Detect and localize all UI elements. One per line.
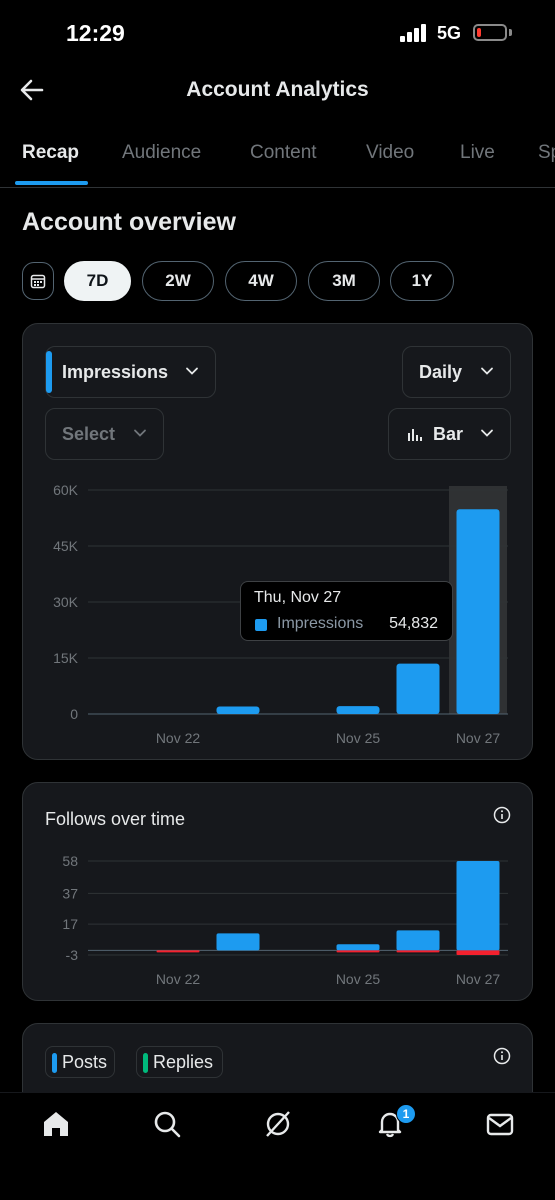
bottom-navigation: 1 (0, 1092, 555, 1200)
y-tick-label: 45K (53, 538, 79, 554)
active-tab-indicator (15, 181, 88, 185)
metric-color-indicator (46, 351, 52, 393)
compare-dropdown-label: Select (62, 423, 116, 444)
follows-bar (396, 930, 440, 951)
search-icon[interactable] (152, 1109, 182, 1139)
metric-dropdown[interactable]: Impressions (45, 346, 216, 398)
tooltip-swatch (255, 619, 267, 631)
tooltip-metric: Impressions (277, 615, 364, 632)
unfollows-bar (456, 950, 500, 955)
legend-replies-label: Replies (153, 1051, 214, 1072)
x-tick-label: Nov 22 (156, 730, 201, 746)
tab-content[interactable]: Content (250, 142, 317, 163)
x-tick-label: Nov 27 (456, 971, 501, 987)
impressions-bar (336, 706, 380, 714)
info-icon[interactable] (492, 1046, 512, 1066)
tab-live[interactable]: Live (460, 142, 495, 163)
unfollows-bar (336, 950, 380, 953)
chevron-down-icon (186, 367, 198, 375)
interval-dropdown-label: Daily (419, 361, 463, 382)
chevron-down-icon (134, 429, 146, 437)
legend-replies[interactable]: Replies (136, 1046, 223, 1078)
follows-bar (336, 944, 380, 951)
page-title: Account Analytics (186, 78, 369, 101)
y-tick-label: 60K (53, 482, 79, 498)
legend-posts-label: Posts (62, 1051, 108, 1072)
status-bar: 12:29 5G (0, 0, 555, 60)
legend-posts-color (52, 1053, 57, 1073)
follows-card-title: Follows over time (45, 809, 186, 829)
x-tick-label: Nov 25 (336, 971, 381, 987)
unfollows-bar (156, 950, 200, 953)
section-title: Account overview (22, 208, 236, 236)
metric-dropdown-label: Impressions (62, 361, 169, 382)
calendar-button[interactable] (22, 262, 54, 300)
follows-chart: 58 37 17 -3 Nov 22 Nov 25 Nov 27 (62, 853, 508, 987)
header: Account Analytics (0, 60, 555, 118)
impressions-card: Impressions Daily Select Bar (22, 323, 533, 760)
tooltip-date: Thu, Nov 27 (254, 589, 342, 606)
notifications-bell-icon[interactable] (375, 1109, 405, 1139)
follows-bar (216, 933, 260, 951)
impressions-chart: 60K 45K 30K 15K 0 Nov 22 Nov 25 Nov 27 (53, 482, 508, 746)
range-chip-7d[interactable]: 7D (64, 261, 131, 301)
chart-tooltip: Thu, Nov 27 Impressions 54,832 (240, 581, 453, 641)
tab-video[interactable]: Video (366, 142, 415, 163)
range-chip-3m[interactable]: 3M (308, 261, 380, 301)
tooltip-value: 54,832 (389, 615, 438, 632)
signal-icon (400, 24, 428, 42)
impressions-bar (396, 663, 440, 714)
follows-card: Follows over time (22, 782, 533, 1001)
back-arrow-icon[interactable] (18, 76, 46, 104)
bar-chart-icon (408, 429, 422, 441)
compare-dropdown[interactable]: Select (45, 408, 164, 460)
tab-audience[interactable]: Audience (122, 142, 202, 163)
chevron-down-icon (481, 367, 493, 375)
y-tick-label: -3 (66, 947, 79, 963)
messages-mail-icon[interactable] (485, 1109, 515, 1139)
chart-type-dropdown-label: Bar (433, 423, 464, 444)
y-tick-label: 15K (53, 650, 79, 666)
impressions-bar (456, 509, 500, 714)
interval-dropdown[interactable]: Daily (402, 346, 511, 398)
chevron-down-icon (481, 429, 493, 437)
y-tick-label: 0 (70, 706, 78, 722)
info-icon[interactable] (492, 805, 512, 825)
follows-bar (456, 861, 500, 951)
tab-spaces[interactable]: Sp (538, 142, 555, 163)
battery-tip (509, 29, 512, 36)
range-chip-4w[interactable]: 4W (225, 261, 297, 301)
x-tick-label: Nov 25 (336, 730, 381, 746)
x-tick-label: Nov 27 (456, 730, 501, 746)
battery-icon (473, 24, 507, 41)
status-time: 12:29 (66, 20, 125, 46)
y-tick-label: 17 (62, 916, 78, 932)
x-tick-label: Nov 22 (156, 971, 201, 987)
range-chip-2w[interactable]: 2W (142, 261, 214, 301)
legend-replies-color (143, 1053, 148, 1073)
impressions-bar (216, 706, 260, 714)
chart-type-dropdown[interactable]: Bar (388, 408, 511, 460)
unfollows-bar (396, 950, 440, 953)
y-tick-label: 37 (62, 885, 78, 901)
range-chip-1y[interactable]: 1Y (390, 261, 454, 301)
notification-badge: 1 (396, 1104, 416, 1124)
tab-bar: Recap Audience Content Video Live Sp (0, 118, 555, 188)
legend-posts[interactable]: Posts (45, 1046, 115, 1078)
calendar-icon (30, 274, 46, 289)
tab-recap[interactable]: Recap (22, 142, 80, 163)
home-icon[interactable] (41, 1109, 71, 1139)
network-type: 5G (437, 23, 462, 43)
y-tick-label: 58 (62, 853, 78, 869)
grok-icon[interactable] (263, 1109, 293, 1139)
y-tick-label: 30K (53, 594, 79, 610)
